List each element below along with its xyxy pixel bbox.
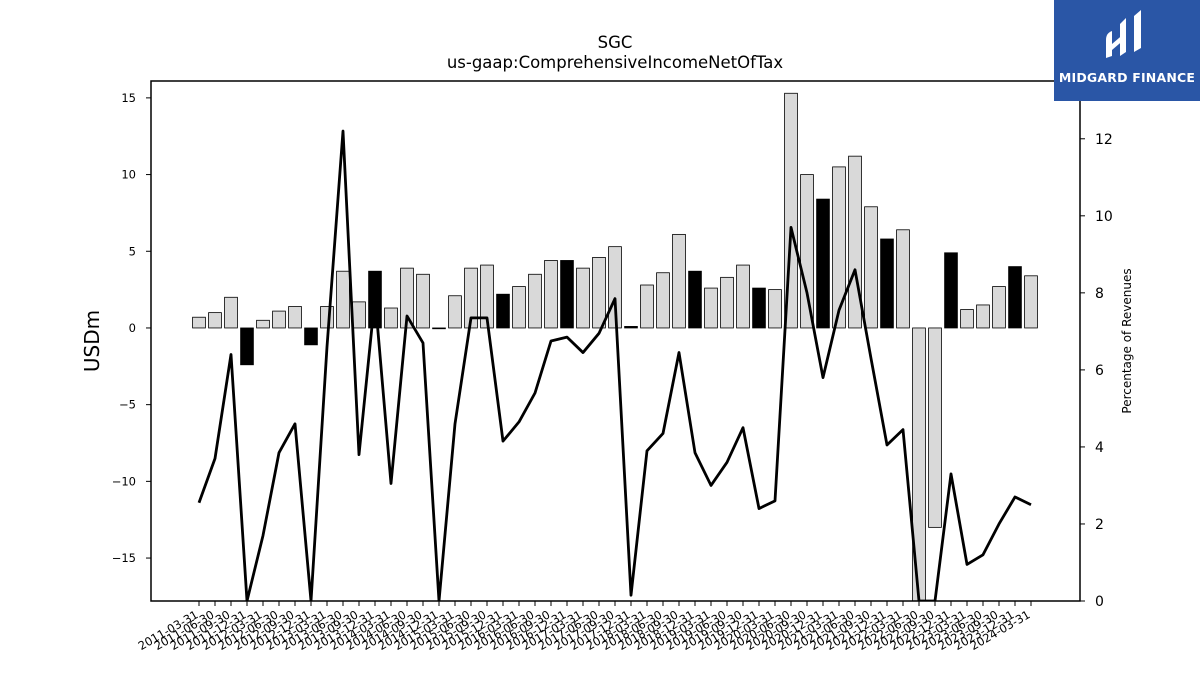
bar-2018-09-30 [672,233,686,329]
bar-2011-06-30 [208,312,222,329]
bar-2021-03-31 [832,166,846,329]
bar-2016-09-30 [544,260,558,329]
bar-2017-03-31 [576,267,590,329]
right-tick-label: 6 [1095,363,1104,379]
revenue-percentage-line [197,129,1032,601]
bar-2017-12-31 [624,326,638,329]
bar-2023-06-30 [976,304,990,329]
bar-2011-03-31 [192,316,206,329]
left-tick-label: 15 [121,91,136,105]
bar-2024-03-31 [1024,275,1038,329]
left-tick-label: −5 [119,398,136,412]
bar-2012-06-30 [272,310,286,329]
bar-2018-06-30 [656,272,670,329]
bar-2020-03-31 [768,289,782,329]
bar-2021-12-31 [880,238,894,329]
bar-2020-09-30 [800,174,814,329]
x-axis: 2011-03-312011-06-302011-09-302011-12-31… [136,601,1033,653]
bar-2013-03-31 [320,306,334,329]
left-tick-label: −10 [112,474,136,488]
bar-2013-06-30 [336,270,350,329]
bar-2019-06-30 [720,276,734,329]
y-axis-label-right: Percentage of Revenues [1120,268,1134,413]
bar-2015-03-31 [448,295,462,329]
bar-2022-09-30 [928,327,942,528]
left-tick-label: 0 [129,321,136,335]
bar-2011-12-31 [240,327,254,366]
bar-2017-06-30 [592,256,606,329]
bar-2016-03-31 [512,286,526,329]
right-tick-label: 10 [1095,209,1113,225]
bar-2019-09-30 [736,264,750,329]
bar-2014-09-30 [416,273,430,329]
bar-2023-12-31 [1008,266,1022,329]
bar-2023-03-31 [960,309,974,329]
bar-2021-09-30 [864,206,878,329]
bar-2018-12-31 [688,270,702,329]
bar-2020-12-31 [816,198,830,329]
logo-text: MIDGARD FINANCE [1058,70,1196,85]
bar-2015-06-30 [464,267,478,329]
plot-frame [150,80,1081,602]
right-tick-label: 8 [1095,286,1104,302]
bar-2023-09-30 [992,286,1006,329]
right-y-axis: 0 2 4 6 8 10 12 [1080,132,1113,610]
right-tick-label: 4 [1095,440,1104,456]
bar-2012-09-30 [288,306,302,329]
chart-title: SGC [598,33,633,52]
left-tick-label: −15 [112,551,136,565]
left-tick-label: 10 [121,168,136,182]
bar-2022-12-31 [944,252,958,329]
right-tick-label: 12 [1095,132,1113,148]
bar-2022-03-31 [896,229,910,329]
bar-2016-12-31 [560,260,574,329]
midgard-finance-logo: MIDGARD FINANCE [1054,0,1200,101]
bar-2016-06-30 [528,273,542,329]
y-axis-label-left: USDm [80,310,104,372]
left-y-axis: −15 −10 −5 0 5 10 15 [112,91,151,565]
bar-2011-09-30 [224,296,238,329]
bar-2012-12-31 [304,327,318,346]
right-tick-label: 0 [1095,594,1104,610]
midgard-logo-icon [1106,10,1141,58]
bar-2015-12-31 [496,293,510,329]
right-tick-label: 2 [1095,517,1104,533]
bar-2014-03-31 [384,307,398,329]
bar-2019-12-31 [752,287,766,329]
bar-2013-09-30 [352,301,366,329]
chart-subtitle: us-gaap:ComprehensiveIncomeNetOfTax [447,53,784,72]
bar-2012-03-31 [256,319,270,329]
line-series [197,129,1032,601]
bar-2018-03-31 [640,284,654,329]
bar-2019-03-31 [704,287,718,329]
left-tick-label: 5 [129,244,136,258]
bar-2014-12-31 [432,327,446,330]
